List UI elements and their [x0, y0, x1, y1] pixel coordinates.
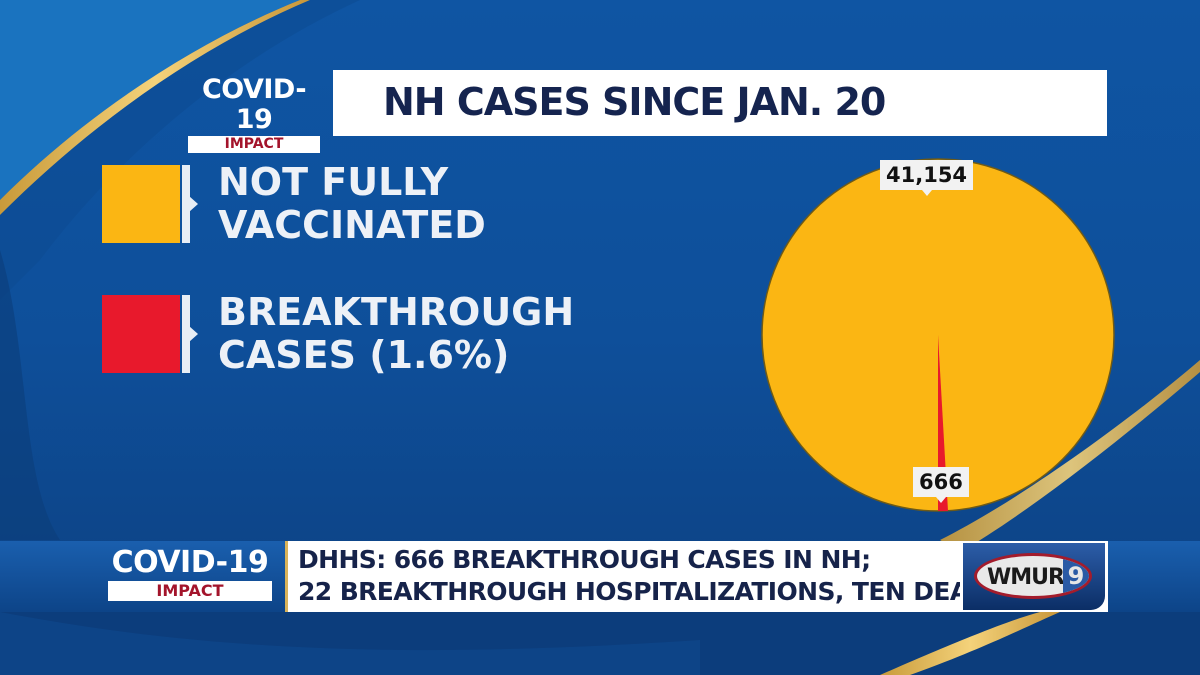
chart-title: NH CASES SINCE JAN. 20: [383, 80, 886, 124]
legend-pointer-icon: [189, 196, 198, 212]
logo-background: WMUR 9: [963, 543, 1105, 610]
legend-label: BREAKTHROUGH CASES (1.6%): [218, 291, 574, 377]
headline-line-2: 22 BREAKTHROUGH HOSPITALIZATIONS, TEN DE…: [298, 577, 1021, 606]
legend-label-line1: BREAKTHROUGH: [218, 290, 575, 334]
legend-swatch-yellow: [102, 165, 180, 243]
data-label-not-fully-vaccinated: 41,154: [880, 160, 974, 196]
headline-line-1: DHHS: 666 BREAKTHROUGH CASES IN NH;: [298, 545, 871, 574]
legend-item-not-fully-vaccinated: NOT FULLY VACCINATED: [102, 161, 532, 247]
station-logo: WMUR 9: [960, 541, 1108, 612]
lower-third-covid-bug: COVID-19 IMPACT: [108, 547, 272, 601]
legend-label-line2: VACCINATED: [218, 203, 486, 247]
headline-box: DHHS: 666 BREAKTHROUGH CASES IN NH; 22 B…: [285, 541, 1021, 612]
logo-number: 9: [1063, 556, 1089, 596]
lower-bug-impact-text: IMPACT: [108, 581, 272, 601]
legend-swatch-red: [102, 295, 180, 373]
pie-chart: [760, 157, 1116, 517]
bug-covid-text: COVID-19: [201, 74, 307, 135]
wmur-logo-icon: WMUR 9: [974, 553, 1092, 599]
data-label-breakthrough: 666: [913, 467, 969, 503]
covid-impact-bug: COVID-19 IMPACT: [188, 75, 320, 153]
lower-third: COVID-19 IMPACT DHHS: 666 BREAKTHROUGH C…: [0, 541, 1200, 612]
legend-bracket: [182, 165, 190, 243]
legend-label-line1: NOT FULLY: [218, 160, 449, 204]
logo-text: WMUR: [987, 565, 1065, 590]
legend-label-line2: CASES (1.6%): [218, 333, 510, 377]
legend-item-breakthrough: BREAKTHROUGH CASES (1.6%): [102, 291, 574, 377]
legend-pointer-icon: [189, 326, 198, 342]
bug-impact-text: IMPACT: [188, 136, 320, 153]
legend-label: NOT FULLY VACCINATED: [218, 161, 486, 247]
lower-bug-covid-text: COVID-19: [111, 545, 269, 580]
legend-bracket: [182, 295, 190, 373]
title-box: NH CASES SINCE JAN. 20: [333, 70, 1107, 136]
